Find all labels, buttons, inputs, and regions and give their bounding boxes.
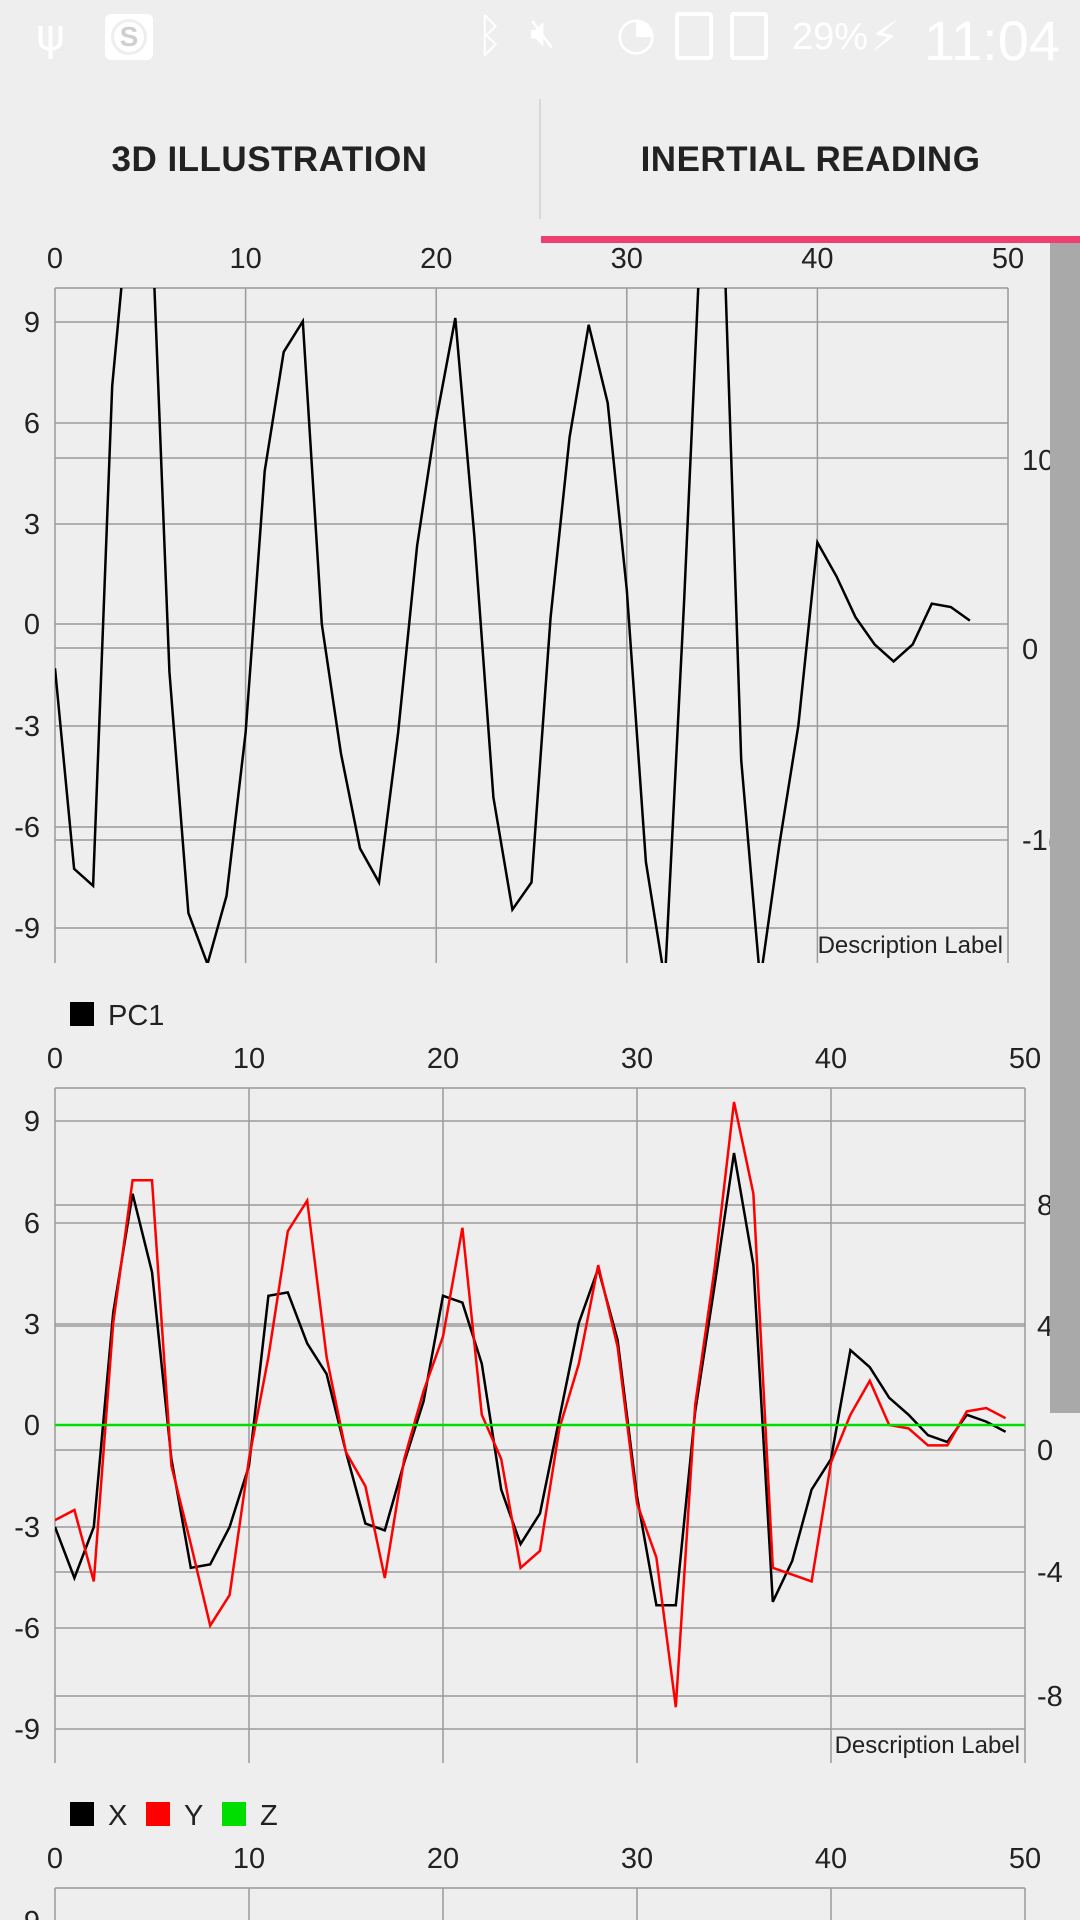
sim1-icon	[675, 12, 713, 60]
x-tick-label: 40	[815, 1043, 847, 1075]
s-app-icon: S	[105, 14, 153, 60]
tab-bar: 3D ILLUSTRATION INERTIAL READING	[0, 77, 1080, 242]
description-label: Description Label	[835, 1732, 1020, 1759]
y-tick-label: 0	[24, 609, 40, 641]
legend-swatch	[146, 1802, 170, 1826]
x-tick-label: 10	[233, 1043, 265, 1075]
tab-inertial-reading[interactable]: INERTIAL READING	[541, 77, 1080, 242]
y-tick-label: -9	[14, 913, 40, 945]
x-tick-label: 0	[47, 243, 63, 275]
y2-tick-label: 4	[1037, 1311, 1053, 1343]
legend-label: PC1	[108, 1000, 164, 1032]
y2-tick-label: -4	[1037, 1557, 1063, 1589]
y-tick-label: 6	[24, 408, 40, 440]
y-tick-label: -6	[14, 812, 40, 844]
y-tick-label: -9	[14, 1714, 40, 1746]
x-tick-label: 50	[992, 243, 1024, 275]
chart-scroll-area[interactable]: 0 10 20 30 40 50 9 6 3 0 -3 -6 -9 10 0 -1(Description L…	[0, 243, 1080, 1920]
y-tick-label: -6	[14, 1613, 40, 1645]
chart-2: 0 10 20 30 40 509630-3-6-9840-4-8Description …	[14, 1043, 1063, 1832]
tab-label: INERTIAL READING	[640, 139, 981, 179]
y-tick-label: 9	[24, 1906, 40, 1920]
legend-label: Z	[260, 1800, 278, 1832]
y2-tick-label: 0	[1022, 634, 1038, 666]
x-tick-label: 10	[233, 1843, 265, 1875]
y-tick-label: 3	[24, 1309, 40, 1341]
description-label: Description Label	[818, 932, 1003, 959]
tab-selected-indicator	[541, 236, 1080, 243]
scrollbar[interactable]	[1050, 243, 1080, 1413]
x-tick-label: 50	[1009, 1043, 1041, 1075]
y-tick-label: 9	[24, 1106, 40, 1138]
legend-swatch	[70, 1802, 94, 1826]
y-tick-label: -3	[14, 711, 40, 743]
y2-tick-label: -8	[1037, 1681, 1063, 1713]
x-tick-label: 50	[1009, 1843, 1041, 1875]
x-tick-label: 20	[420, 243, 452, 275]
x-tick-label: 10	[229, 243, 261, 275]
x-tick-label: 0	[47, 1043, 63, 1075]
series-line-pc1	[55, 288, 971, 963]
tab-label: 3D ILLUSTRATION	[111, 139, 428, 179]
sim2-icon	[730, 12, 768, 60]
mute-icon: 🔇︎	[530, 10, 556, 56]
y-tick-label: 6	[24, 1208, 40, 1240]
y2-tick-label: 0	[1037, 1435, 1053, 1467]
x-tick-label: 40	[801, 243, 833, 275]
series-line-y	[55, 1101, 1007, 1708]
legend-label: Y	[184, 1800, 203, 1832]
x-tick-label: 30	[621, 1843, 653, 1875]
y2-tick-label: 8	[1037, 1190, 1053, 1222]
series-line-x	[55, 1152, 1007, 1607]
x-tick-label: 20	[427, 1843, 459, 1875]
wifi-icon: ◔	[616, 6, 657, 60]
status-bar: ψ S ᛒ 🔇︎ ◔ 29% ⚡ 11:04	[0, 0, 1080, 77]
x-tick-label: 40	[815, 1843, 847, 1875]
y-tick-label: 0	[24, 1410, 40, 1442]
charging-icon: ⚡	[870, 12, 900, 61]
tab-3d-illustration[interactable]: 3D ILLUSTRATION	[0, 77, 539, 242]
legend-swatch	[70, 1002, 94, 1026]
y-tick-label: -3	[14, 1512, 40, 1544]
x-tick-label: 30	[621, 1043, 653, 1075]
bluetooth-icon: ᛒ	[476, 8, 504, 62]
clock: 11:04	[924, 9, 1060, 72]
battery-percent: 29%	[792, 16, 869, 58]
x-tick-label: 20	[427, 1043, 459, 1075]
x-tick-label: 30	[611, 243, 643, 275]
y-tick-label: 9	[24, 307, 40, 339]
x-tick-label: 0	[47, 1843, 63, 1875]
legend-swatch	[222, 1802, 246, 1826]
usb-icon: ψ	[36, 10, 66, 61]
y-tick-label: 3	[24, 509, 40, 541]
y2-tick-label: 10	[1022, 445, 1054, 477]
legend-label: X	[108, 1800, 127, 1832]
chart-3: 0 10 20 30 40 50 9	[24, 1843, 1041, 1920]
tab-divider	[539, 99, 541, 219]
